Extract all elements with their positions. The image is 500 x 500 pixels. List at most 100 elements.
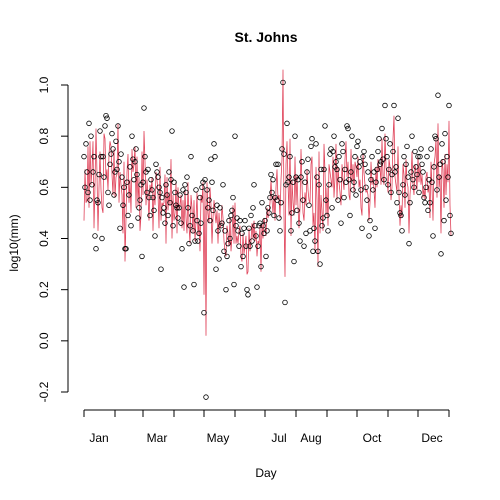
data-point <box>135 215 141 221</box>
data-point <box>153 161 159 168</box>
data-point <box>178 220 184 226</box>
data-point <box>237 217 243 224</box>
data-point <box>326 182 332 188</box>
data-point <box>132 159 138 165</box>
data-point <box>352 153 358 160</box>
data-point <box>99 235 105 242</box>
data-point <box>355 138 361 144</box>
y-tick-label: 0.8 <box>37 128 51 145</box>
data-point <box>287 153 293 160</box>
data-point <box>368 176 374 183</box>
data-point <box>430 233 436 239</box>
data-point <box>367 217 373 224</box>
data-point <box>219 220 225 226</box>
data-point <box>409 133 415 139</box>
data-point <box>350 187 356 193</box>
data-point <box>176 205 182 211</box>
data-point <box>327 151 333 157</box>
data-point <box>347 212 353 219</box>
data-point <box>181 284 187 290</box>
data-point <box>92 233 98 239</box>
y-axis-title: log10(mm) <box>7 214 21 271</box>
data-point <box>114 166 120 173</box>
data-point <box>442 130 448 137</box>
data-point <box>103 112 109 119</box>
data-point <box>187 223 193 229</box>
data-point <box>175 215 181 221</box>
data-point <box>358 187 364 193</box>
data-point <box>213 266 219 272</box>
data-point <box>405 174 411 180</box>
data-point <box>84 169 90 175</box>
data-point <box>377 161 383 168</box>
data-point <box>397 210 403 216</box>
data-point <box>137 197 143 203</box>
data-point <box>379 125 385 132</box>
data-point <box>294 207 300 214</box>
data-point <box>342 166 348 173</box>
series-line-layer <box>83 69 452 336</box>
data-point <box>90 169 96 175</box>
data-point <box>123 246 129 252</box>
data-point <box>209 179 215 185</box>
data-point <box>204 187 210 193</box>
data-point <box>270 176 276 183</box>
x-tick-label: Dec <box>421 431 442 445</box>
data-point <box>320 215 326 221</box>
data-point <box>351 179 357 185</box>
data-point <box>424 153 430 160</box>
data-point <box>428 146 434 152</box>
y-tick-label: 0.0 <box>37 332 51 349</box>
data-point <box>191 281 197 288</box>
data-point <box>269 189 275 196</box>
data-point <box>321 166 327 173</box>
data-point <box>433 136 439 142</box>
data-point <box>134 171 140 178</box>
data-point <box>255 243 261 249</box>
data-point <box>215 228 221 234</box>
data-point <box>305 156 311 162</box>
data-point <box>382 102 388 109</box>
data-point <box>416 189 422 196</box>
data-point <box>154 169 160 175</box>
data-point <box>370 187 376 193</box>
data-point <box>136 205 142 211</box>
data-point <box>108 151 114 157</box>
data-point <box>179 246 185 252</box>
data-point <box>274 197 280 203</box>
data-point <box>141 105 147 111</box>
data-point <box>394 199 400 206</box>
data-point <box>298 174 304 180</box>
data-point <box>277 228 283 234</box>
data-point <box>288 228 294 234</box>
data-point <box>146 194 152 201</box>
data-point <box>252 223 258 229</box>
data-point <box>346 176 352 183</box>
x-tick-label: Mar <box>147 431 168 445</box>
data-point <box>133 146 139 152</box>
data-point <box>93 246 99 252</box>
data-point <box>381 176 387 183</box>
data-point <box>413 164 419 170</box>
data-point <box>420 169 426 175</box>
data-point <box>392 169 398 175</box>
data-point <box>398 212 404 219</box>
data-point <box>391 102 397 109</box>
data-point <box>156 184 162 191</box>
data-point <box>245 292 251 298</box>
data-point <box>278 199 284 206</box>
data-point <box>140 179 146 185</box>
data-point <box>142 153 148 160</box>
x-tick-label: Oct <box>363 431 382 445</box>
data-point <box>86 120 92 127</box>
data-point <box>315 248 321 254</box>
data-point <box>359 225 365 231</box>
data-point <box>282 299 288 306</box>
data-point <box>275 161 281 168</box>
data-point <box>292 133 298 139</box>
data-point <box>170 223 176 229</box>
data-point <box>101 174 107 180</box>
data-point <box>302 179 308 185</box>
data-point <box>329 205 335 211</box>
